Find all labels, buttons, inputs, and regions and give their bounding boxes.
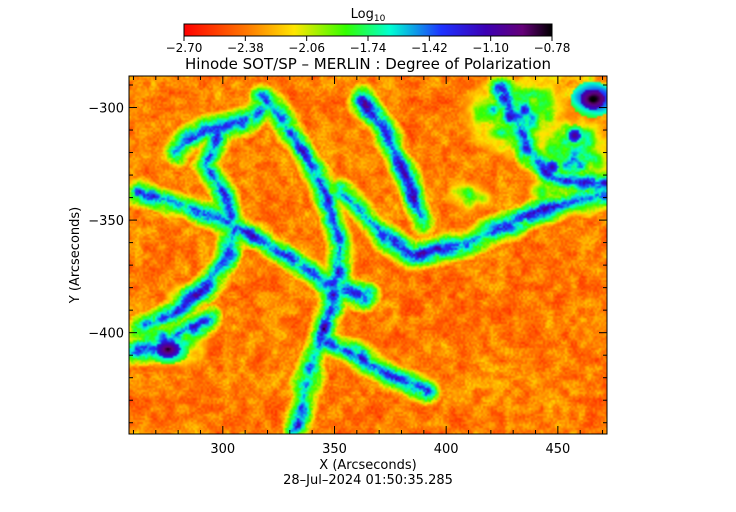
- y-tick-label: −300: [88, 102, 124, 117]
- y-tick-label: −400: [88, 327, 124, 342]
- y-tick-label: −350: [88, 214, 124, 229]
- y-axis-label: Y (Arcseconds): [68, 207, 83, 304]
- chart-title: Hinode SOT/SP – MERLIN : Degree of Polar…: [185, 55, 551, 73]
- x-tick-label: 350: [322, 442, 347, 457]
- colorbar: Log10 −2.70 −2.38 −2.06 −1.74 −1.42 −1.10 −0.7…: [166, 7, 571, 55]
- colorbar-tick-label: −2.70: [166, 41, 203, 55]
- colorbar-tick-label: −0.78: [534, 41, 571, 55]
- x-tick-label: 300: [210, 442, 235, 457]
- colorbar-ticks: −2.70 −2.38 −2.06 −1.74 −1.42 −1.10 −0.78: [166, 36, 571, 55]
- polarization-map: [129, 76, 607, 434]
- colorbar-tick-label: −1.10: [472, 41, 509, 55]
- timestamp: 28–Jul–2024 01:50:35.285: [283, 473, 453, 488]
- colorbar-tick-label: −1.74: [350, 41, 387, 55]
- y-axis: −300 −350 −400: [88, 84, 607, 424]
- colorbar-label: Log10: [351, 7, 386, 24]
- heatmap-image: [129, 76, 607, 434]
- colorbar-tick-label: −1.42: [411, 41, 448, 55]
- plot-frame: [128, 75, 608, 435]
- x-tick-label: 450: [545, 442, 570, 457]
- x-axis: 300 350 400 450: [132, 76, 604, 457]
- colorbar-label-subscript: 10: [374, 14, 386, 24]
- colorbar-gradient: [183, 23, 553, 37]
- colorbar-label-base: Log: [351, 7, 374, 22]
- x-tick-label: 400: [434, 442, 459, 457]
- x-axis-label: X (Arcseconds): [319, 458, 416, 473]
- colorbar-tick-label: −2.06: [288, 41, 325, 55]
- colorbar-tick-label: −2.38: [227, 41, 264, 55]
